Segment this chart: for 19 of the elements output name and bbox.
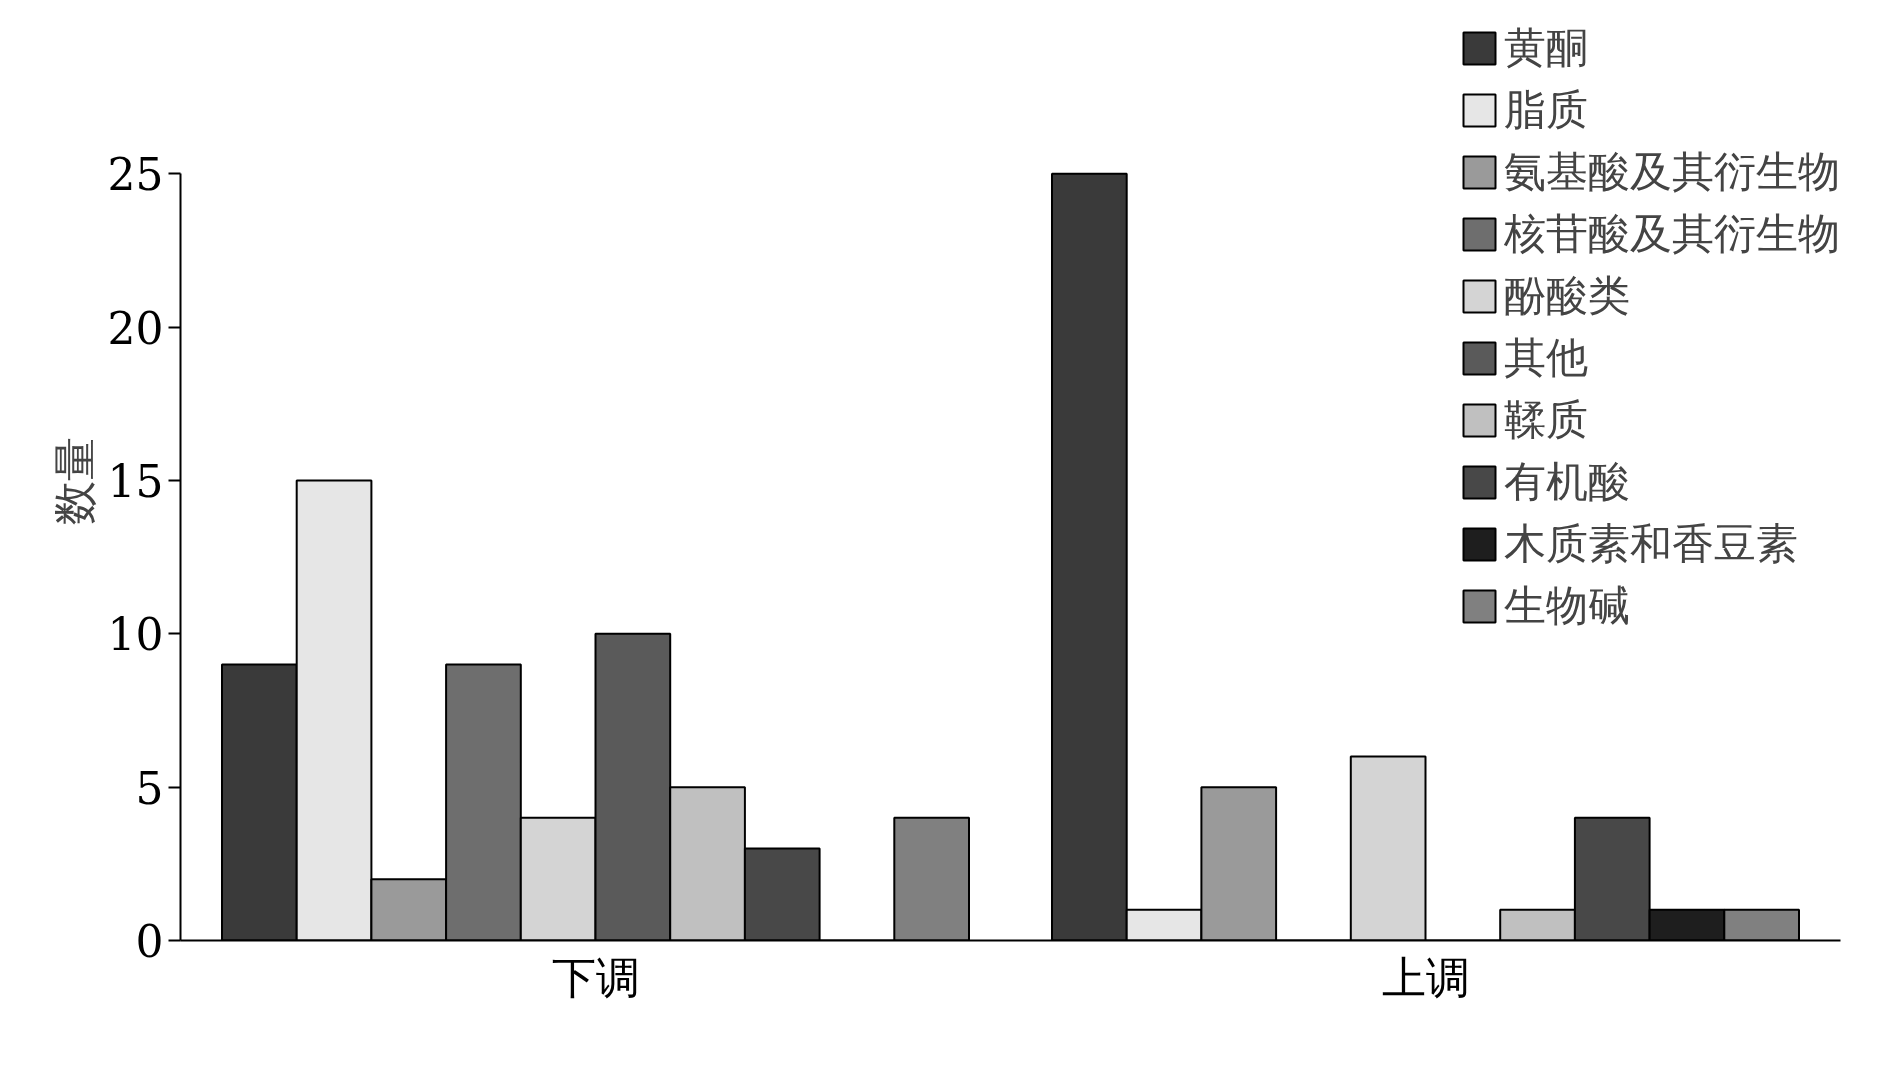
legend-label: 核苷酸及其衍生物 <box>1504 208 1840 260</box>
y-tick-label: 15 <box>107 456 164 507</box>
x-tick-label: 上调 <box>1381 951 1470 1003</box>
legend-label: 生物碱 <box>1504 580 1630 632</box>
legend-label: 鞣质 <box>1504 394 1588 446</box>
legend-label: 黄酮 <box>1504 22 1588 74</box>
y-tick-label: 5 <box>135 762 164 814</box>
y-axis-title: 数量 <box>48 436 100 525</box>
y-tick-label: 25 <box>107 149 164 201</box>
y-tick-label: 0 <box>135 916 164 967</box>
y-tick-label: 20 <box>107 302 164 354</box>
legend-label: 脂质 <box>1504 84 1588 136</box>
legend-label: 酚酸类 <box>1504 270 1630 322</box>
y-tick-label: 10 <box>107 609 164 661</box>
legend-label: 木质素和香豆素 <box>1504 518 1798 570</box>
legend-label: 有机酸 <box>1504 456 1630 508</box>
legend-label: 氨基酸及其衍生物 <box>1504 146 1840 198</box>
x-tick-label: 下调 <box>551 951 640 1003</box>
legend-label: 其他 <box>1504 332 1588 384</box>
